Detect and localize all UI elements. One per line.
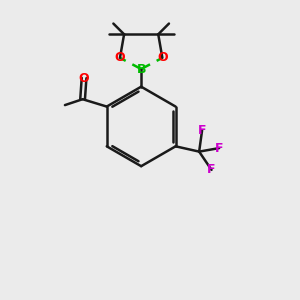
- Text: B: B: [136, 62, 146, 76]
- Text: O: O: [79, 71, 89, 85]
- Text: O: O: [157, 51, 168, 64]
- Text: F: F: [207, 164, 216, 176]
- Text: F: F: [215, 142, 224, 154]
- Text: O: O: [115, 51, 125, 64]
- Text: F: F: [198, 124, 206, 137]
